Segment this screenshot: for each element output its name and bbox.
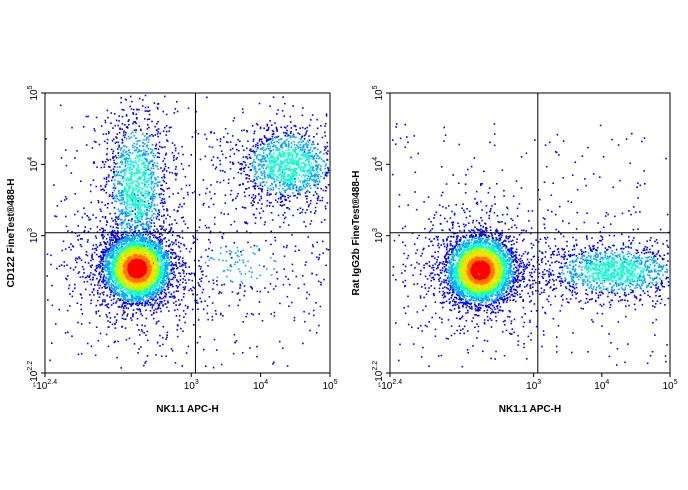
- y-tick-label: 103: [27, 228, 40, 243]
- panel-1: -102.4 103 104 105 -102.2 103 104 105 NK1.1 APC-…: [6, 85, 338, 415]
- x-tick-label: 105: [662, 379, 677, 392]
- x-tick-label: -102.4: [378, 379, 402, 392]
- x-tick-label: 104: [253, 379, 268, 392]
- x-tick-label: 103: [184, 379, 199, 392]
- event-dots: [391, 123, 670, 368]
- y-tick-label: 104: [372, 157, 385, 172]
- y-tick-label: -102.2: [372, 361, 385, 385]
- x-tick-label: -102.4: [33, 379, 57, 392]
- y-tick-label: -102.2: [27, 361, 40, 385]
- y-tick-label: 105: [27, 85, 40, 100]
- y-tick-label: 104: [27, 157, 40, 172]
- x-axis-label: NK1.1 APC-H: [499, 404, 561, 415]
- y-tick-label: 105: [372, 85, 385, 100]
- x-tick-label: 104: [594, 379, 609, 392]
- panel-2: -102.4 103 104 105 -102.2 103 104 105 NK1.1 APC-…: [351, 85, 678, 415]
- event-dots: [45, 94, 330, 369]
- x-tick-label: 105: [322, 379, 337, 392]
- y-tick-label: 103: [372, 228, 385, 243]
- x-tick-label: 103: [526, 379, 541, 392]
- y-axis-label: Rat IgG2b FineTest®488-H: [351, 171, 362, 296]
- x-axis-label: NK1.1 APC-H: [156, 404, 218, 415]
- y-axis-label: CD122 FineTest®488-H: [6, 179, 17, 288]
